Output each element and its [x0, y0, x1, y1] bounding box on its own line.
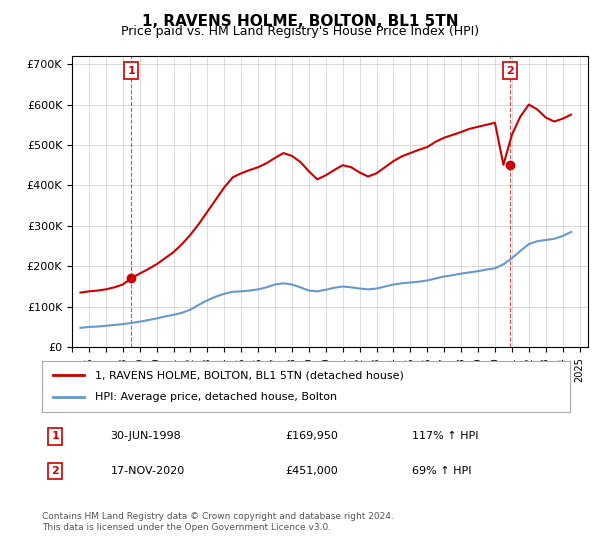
Text: 1, RAVENS HOLME, BOLTON, BL1 5TN: 1, RAVENS HOLME, BOLTON, BL1 5TN [142, 14, 458, 29]
Text: HPI: Average price, detached house, Bolton: HPI: Average price, detached house, Bolt… [95, 393, 337, 403]
Text: 30-JUN-1998: 30-JUN-1998 [110, 431, 181, 441]
Text: 2: 2 [506, 66, 514, 76]
Text: 117% ↑ HPI: 117% ↑ HPI [412, 431, 478, 441]
Text: 17-NOV-2020: 17-NOV-2020 [110, 466, 185, 476]
Text: Contains HM Land Registry data © Crown copyright and database right 2024.
This d: Contains HM Land Registry data © Crown c… [42, 512, 394, 532]
Text: £169,950: £169,950 [285, 431, 338, 441]
Text: 1: 1 [52, 431, 59, 441]
Text: Price paid vs. HM Land Registry's House Price Index (HPI): Price paid vs. HM Land Registry's House … [121, 25, 479, 38]
Text: 69% ↑ HPI: 69% ↑ HPI [412, 466, 471, 476]
Text: £451,000: £451,000 [285, 466, 338, 476]
Text: 2: 2 [52, 466, 59, 476]
Text: 1, RAVENS HOLME, BOLTON, BL1 5TN (detached house): 1, RAVENS HOLME, BOLTON, BL1 5TN (detach… [95, 370, 404, 380]
Text: 1: 1 [127, 66, 135, 76]
